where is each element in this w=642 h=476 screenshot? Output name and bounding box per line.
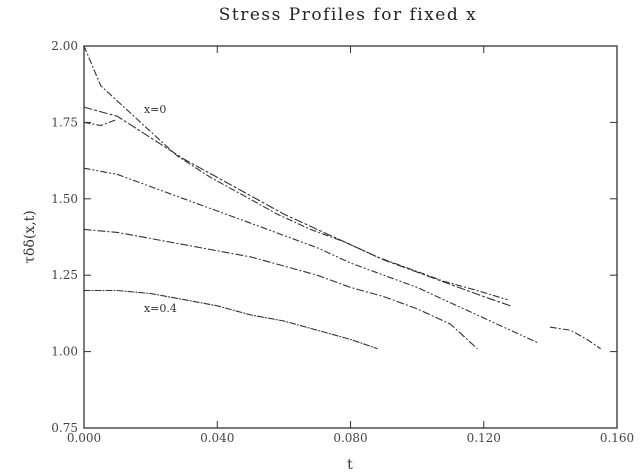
chart-title: Stress Profiles for fixed x [219,5,477,25]
x-tick-label: 0.040 [200,431,234,445]
x-tick-label: 0.000 [67,431,101,445]
series-annotation: x=0.4 [144,302,177,315]
x-tick-label: 0.160 [600,431,634,445]
y-axis-ticks: 0.75 1.00 1.25 1.50 1.75 2.00 [51,39,617,435]
annotation-group: x=0 x=0.4 [144,103,177,315]
y-tick-label: 1.25 [51,268,78,282]
series-line-7 [83,118,118,127]
y-tick-label: 1.00 [51,345,78,359]
x-tick-label: 0.120 [467,431,501,445]
y-tick-label: 1.50 [51,192,78,206]
x-axis-ticks: 0.000 0.040 0.080 0.120 0.160 [67,46,634,445]
x-tick-label: 0.080 [333,431,367,445]
series-annotation: x=0 [144,103,166,116]
series-line-3 [83,167,538,343]
series-line-1 [83,45,508,301]
series-line-4 [83,228,478,350]
series-group [83,45,601,350]
series-line-6 [549,326,601,350]
series-line-2 [83,106,511,307]
y-tick-label: 0.75 [51,421,78,435]
x-axis-label: t [347,457,353,473]
y-tick-label: 2.00 [51,39,78,53]
y-tick-label: 1.75 [51,115,78,129]
y-axis-label: τδδ(x,t) [22,210,38,264]
series-line-5 [83,289,378,350]
